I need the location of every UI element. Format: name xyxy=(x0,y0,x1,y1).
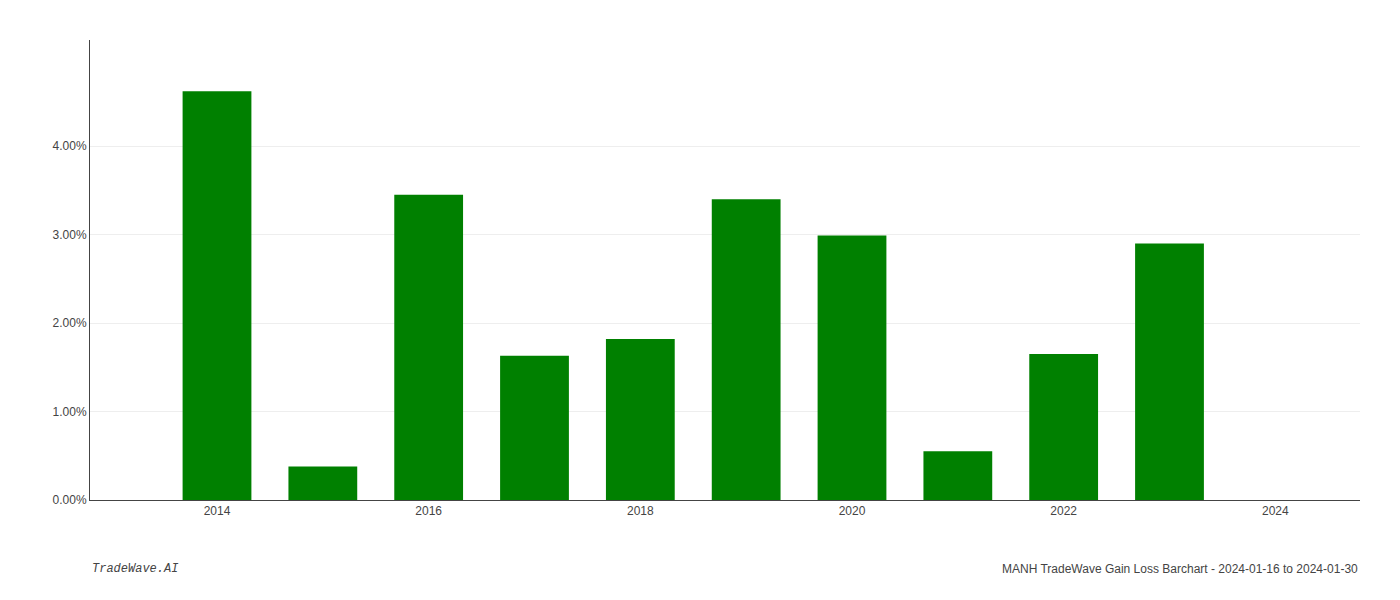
svg-text:4.00%: 4.00% xyxy=(53,139,87,153)
svg-text:TradeWave.AI: TradeWave.AI xyxy=(92,562,178,576)
svg-text:2020: 2020 xyxy=(839,504,866,518)
svg-text:0.00%: 0.00% xyxy=(53,493,87,507)
svg-text:2.00%: 2.00% xyxy=(53,316,87,330)
svg-text:2022: 2022 xyxy=(1050,504,1077,518)
svg-text:2016: 2016 xyxy=(415,504,442,518)
svg-text:2024: 2024 xyxy=(1262,504,1289,518)
svg-text:2018: 2018 xyxy=(627,504,654,518)
svg-text:1.00%: 1.00% xyxy=(53,405,87,419)
svg-text:3.00%: 3.00% xyxy=(53,228,87,242)
svg-text:MANH TradeWave Gain Loss Barch: MANH TradeWave Gain Loss Barchart - 2024… xyxy=(1002,562,1358,576)
svg-text:2014: 2014 xyxy=(204,504,231,518)
